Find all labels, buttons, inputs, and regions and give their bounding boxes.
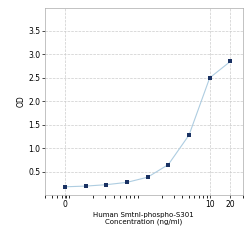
Point: [125, 180, 129, 184]
Point: [187, 133, 191, 137]
Point: [166, 162, 170, 166]
Y-axis label: OD: OD: [16, 95, 25, 107]
Point: [63, 185, 67, 189]
Point: [84, 184, 87, 188]
Point: [146, 175, 150, 179]
X-axis label: Human Smtnl-phospho-S301
Concentration (ng/ml): Human Smtnl-phospho-S301 Concentration (…: [94, 212, 194, 225]
Point: [104, 183, 108, 187]
Point: [228, 60, 232, 64]
Point: [208, 76, 212, 80]
